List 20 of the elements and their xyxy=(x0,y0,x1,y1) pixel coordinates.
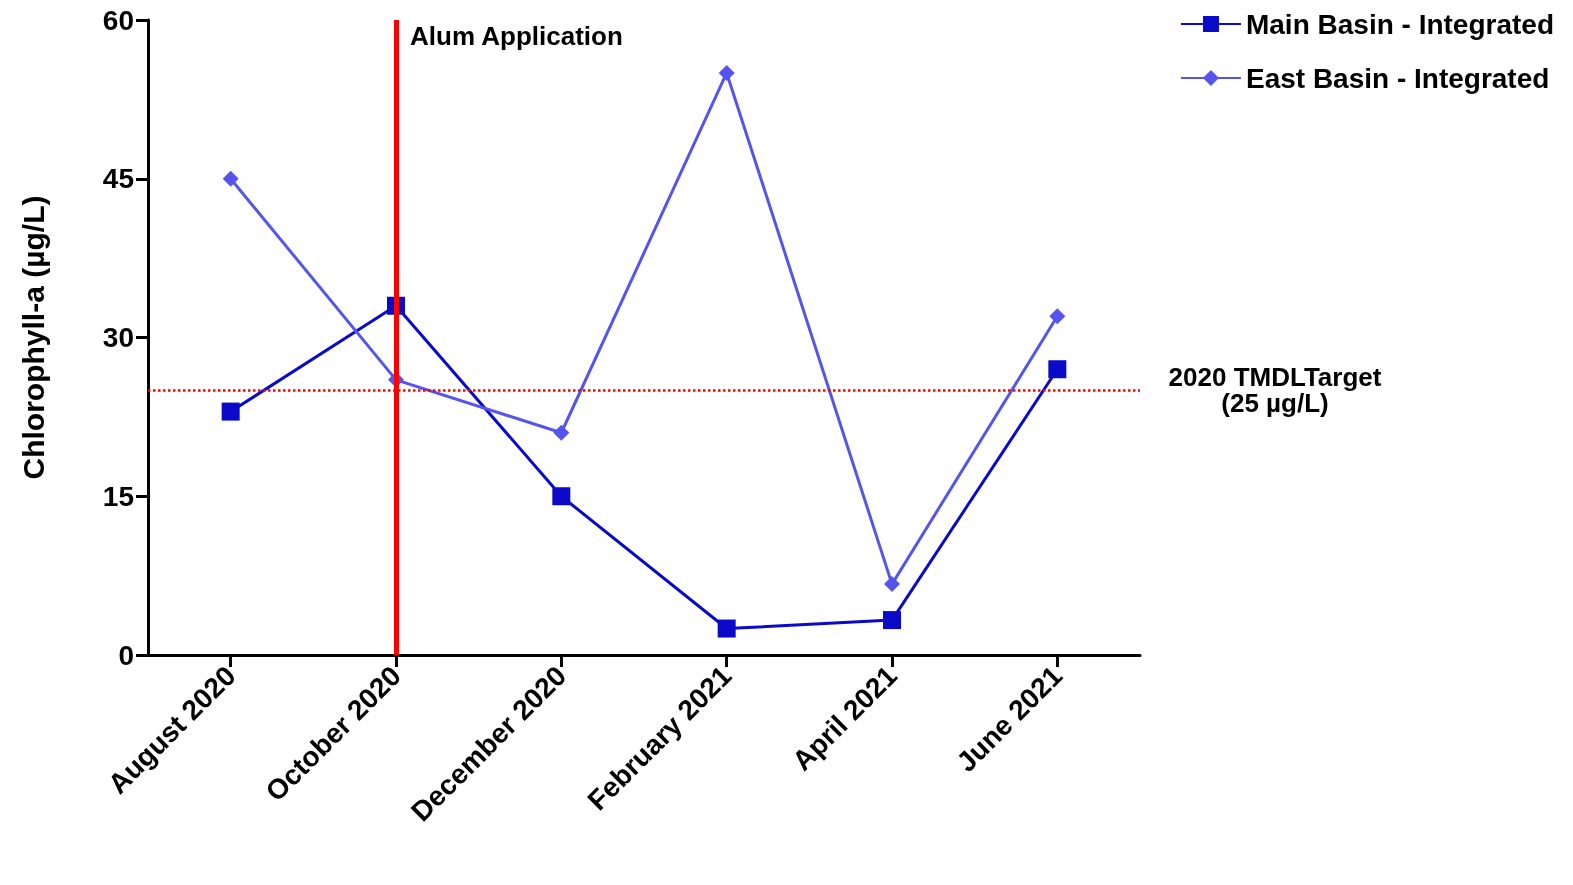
point xyxy=(717,619,736,638)
point xyxy=(884,576,900,593)
point xyxy=(718,64,735,81)
ref-line-label: Alum Application xyxy=(410,21,623,51)
point xyxy=(1049,308,1066,325)
point xyxy=(553,424,570,441)
y-tick-label: 0 xyxy=(118,639,134,671)
y-tick-label: 30 xyxy=(102,322,134,353)
y-tick-label: 45 xyxy=(102,163,134,195)
y-tick-label: 60 xyxy=(102,4,134,36)
y-axis-title: Chlorophyll-a (µg/L) xyxy=(16,195,50,480)
point xyxy=(552,487,571,506)
y-tick-label: 15 xyxy=(102,480,134,512)
legend-label: East Basin - Integrated xyxy=(1245,62,1550,94)
legend-label: Main Basin - Integrated xyxy=(1245,8,1555,40)
point xyxy=(222,170,239,187)
ref-line-label: 2020 TMDLTarget (25 µg/L) xyxy=(1168,362,1382,419)
point xyxy=(1048,360,1067,379)
point xyxy=(221,402,240,421)
point xyxy=(883,611,901,630)
